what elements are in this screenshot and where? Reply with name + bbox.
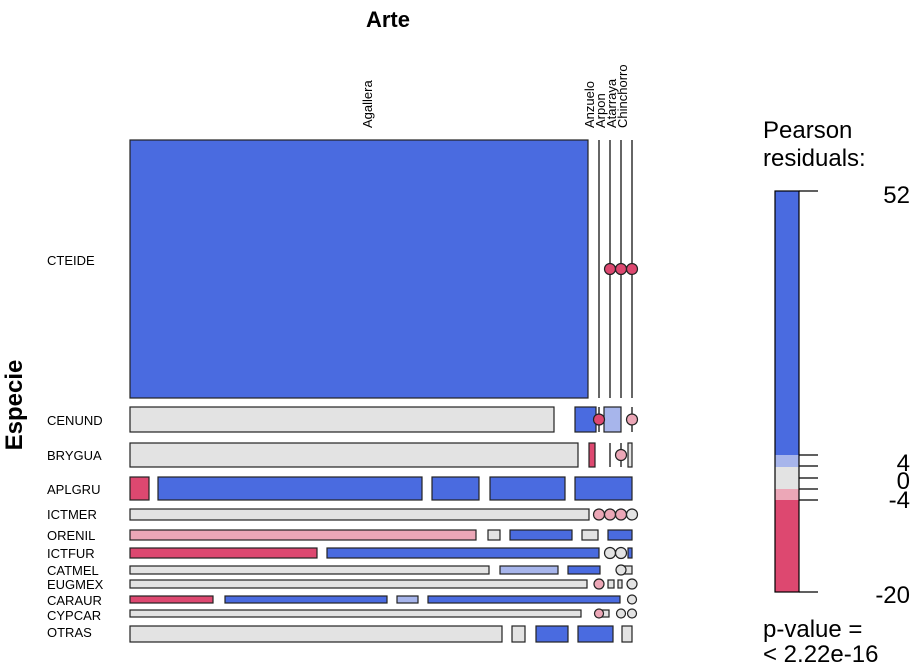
legend-segment <box>775 467 799 489</box>
legend-segment <box>775 191 799 455</box>
mosaic-cell <box>129 476 150 501</box>
mosaic-cell <box>627 442 633 468</box>
mosaic-cell <box>129 442 579 468</box>
mosaic-cell <box>487 529 501 541</box>
zero-cell-dot <box>593 608 605 619</box>
especie-label: CATMEL <box>47 563 99 578</box>
zero-cell-dot <box>614 508 628 521</box>
mosaic-cell <box>588 442 596 468</box>
legend-tick-label: 4 <box>897 450 910 477</box>
zero-cell-dot <box>626 608 638 619</box>
especie-label: ICTFUR <box>47 546 95 561</box>
especie-label: BRYGUA <box>47 448 102 463</box>
especie-label: CTEIDE <box>47 253 95 268</box>
zero-cell-dot <box>592 508 606 521</box>
mosaic-cell <box>129 529 477 541</box>
especie-label: CARAUR <box>47 593 102 608</box>
arte-label: Arpon <box>593 93 608 128</box>
legend-title-line2: residuals: <box>763 145 866 172</box>
legend-frame <box>774 190 800 593</box>
residual-legend: Pearson residuals: 52 40-4 -20 p-value = <… <box>763 117 910 668</box>
mosaic-cell <box>129 625 503 643</box>
mosaic-cell <box>574 476 633 501</box>
mosaic-cell <box>431 476 480 501</box>
mosaic-cell <box>396 595 419 604</box>
zero-cell-dot <box>592 413 606 426</box>
mosaic-cell <box>157 476 423 501</box>
p-value-line2: < 2.22e-16 <box>763 641 878 668</box>
mosaic-cell <box>617 579 623 589</box>
mosaic-cell <box>129 406 555 433</box>
legend-tick-label: 0 <box>897 468 910 495</box>
mosaic-cell <box>621 625 633 643</box>
legend-color-bar <box>774 190 800 593</box>
zero-cell-dot <box>626 578 638 590</box>
arte-label: Atarraya <box>604 78 619 128</box>
especie-label: EUGMEX <box>47 577 104 592</box>
zero-cell-dot <box>603 262 617 276</box>
top-variable-title: Arte <box>366 7 410 32</box>
zero-cell-dot <box>626 594 638 605</box>
zero-cell-dot <box>614 262 628 276</box>
mosaic-cell <box>603 406 622 433</box>
legend-segment <box>775 500 799 592</box>
zero-cell-dot <box>614 448 628 462</box>
zero-cell-dot <box>603 508 617 521</box>
legend-segment <box>775 455 799 467</box>
mosaic-cell <box>574 406 597 433</box>
arte-label: Anzuelo <box>582 81 597 128</box>
zero-cell-dot <box>625 262 639 276</box>
mosaic-cell <box>511 625 526 643</box>
especie-label: ORENIL <box>47 528 95 543</box>
mosaic-cell <box>129 547 318 559</box>
legend-ticks: 52 40-4 -20 <box>799 182 910 609</box>
legend-tick-label: -4 <box>889 487 910 514</box>
zero-cell-dot <box>614 546 628 560</box>
mosaic-cell <box>607 529 633 541</box>
mosaic-cell <box>427 595 621 604</box>
mosaic-cell <box>129 508 590 521</box>
especie-labels: CTEIDE CENUND BRYGUA APLGRU ICTMER ORENIL ICTF… <box>47 253 104 640</box>
zero-cell-dot <box>593 578 605 590</box>
mosaic-cell <box>607 579 615 589</box>
especie-label: CYPCAR <box>47 608 101 623</box>
zero-cell-dot <box>615 608 627 619</box>
mosaic-cell <box>577 625 614 643</box>
mosaic-cell <box>567 565 601 575</box>
mosaic-cell <box>129 565 490 575</box>
mosaic-cell <box>129 139 589 399</box>
mosaic-cell <box>581 529 599 541</box>
zero-cell-dot <box>603 546 617 560</box>
arte-label: Chinchorro <box>615 64 630 128</box>
zero-cell-dot <box>625 508 639 521</box>
especie-label: APLGRU <box>47 482 100 497</box>
mosaic-cell <box>129 595 214 604</box>
mosaic-cell <box>129 579 588 589</box>
mosaic-cell <box>326 547 600 559</box>
left-variable-title: Especie <box>1 360 28 451</box>
mosaic-cell <box>489 476 566 501</box>
mosaic-cell <box>509 529 573 541</box>
arte-label: Agallera <box>360 80 375 128</box>
legend-title-line1: Pearson <box>763 117 852 144</box>
legend-tick-label: -20 <box>875 582 910 609</box>
mosaic-cell <box>224 595 388 604</box>
legend-tick-label: 52 <box>883 182 910 209</box>
legend-segment <box>775 489 799 500</box>
zero-cell-dot <box>625 413 639 426</box>
mosaic-cell <box>627 547 633 559</box>
especie-label: OTRAS <box>47 625 92 640</box>
mosaic-cell <box>499 565 559 575</box>
mosaic-cell <box>535 625 569 643</box>
mosaic-cells <box>129 139 639 643</box>
p-value-line1: p-value = <box>763 616 862 643</box>
mosaic-cell <box>129 609 582 618</box>
especie-label: CENUND <box>47 413 103 428</box>
especie-label: ICTMER <box>47 507 97 522</box>
zero-cell-dot <box>615 564 627 576</box>
